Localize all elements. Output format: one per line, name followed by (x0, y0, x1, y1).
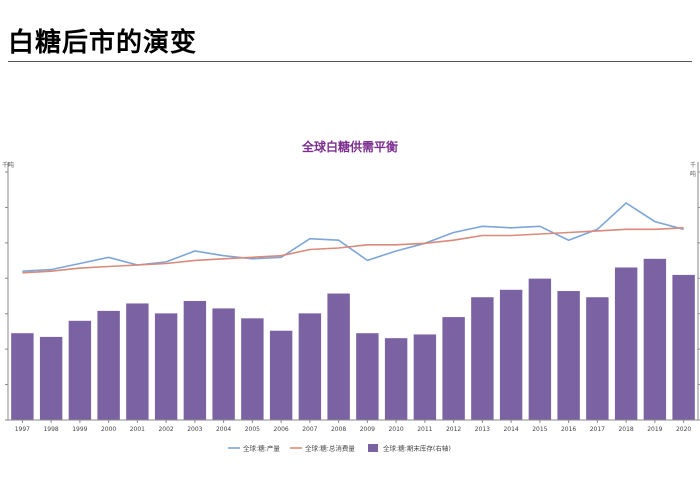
bar-inventory-2003 (183, 300, 207, 420)
x-tick-label-2019: 2019 (647, 426, 662, 433)
x-tick-label-2010: 2010 (388, 426, 403, 433)
x-tick-label-2001: 2001 (130, 426, 145, 433)
legend-item-inventory-label: 全球:糖:期末库存(右轴) (383, 444, 451, 453)
legend-item-consumption-label: 全球:糖:总消费量 (305, 444, 355, 453)
x-tick-label-1997: 1997 (15, 426, 30, 433)
line-consumption (22, 227, 684, 274)
x-tick-label-2003: 2003 (187, 426, 202, 433)
x-tick-label-2009: 2009 (360, 426, 375, 433)
x-tick-label-2004: 2004 (216, 426, 231, 433)
bar-inventory-2020 (672, 274, 695, 420)
x-tick-label-2000: 2000 (101, 426, 116, 433)
bar-inventory-2002 (154, 313, 178, 420)
right-axis-unit: 千吨 (690, 162, 697, 178)
x-tick-label-2018: 2018 (618, 426, 633, 433)
bar-inventory-2016 (557, 291, 580, 420)
bar-inventory-2010 (384, 338, 408, 420)
x-tick-label-2014: 2014 (503, 426, 518, 433)
bar-inventory-1997 (11, 333, 34, 420)
x-tick-label-2017: 2017 (590, 426, 605, 433)
bar-inventory-2007 (298, 313, 322, 420)
x-tick-label-2005: 2005 (245, 426, 260, 433)
bar-inventory-2001 (126, 303, 149, 420)
x-tick-label-2015: 2015 (532, 426, 547, 433)
bar-inventory-2005 (241, 318, 264, 420)
bar-inventory-1999 (68, 320, 92, 420)
bar-inventory-2012 (442, 317, 465, 420)
bar-inventory-2019 (643, 258, 667, 420)
bar-inventory-2004 (212, 308, 235, 420)
x-tick-label-2020: 2020 (676, 426, 691, 433)
x-tick-label-2011: 2011 (417, 426, 432, 433)
legend-item-inventory-swatch (368, 444, 378, 452)
x-tick-label-2006: 2006 (273, 426, 288, 433)
bar-inventory-2015 (528, 278, 552, 420)
page-title: 白糖后市的演变 (8, 28, 198, 58)
chart-title: 全球白糖供需平衡 (301, 140, 398, 154)
x-tick-label-1998: 1998 (43, 426, 58, 433)
bar-inventory-2014 (499, 289, 523, 420)
bar-inventory-1998 (39, 336, 63, 420)
bar-inventory-2009 (356, 333, 379, 420)
x-tick-label-2016: 2016 (561, 426, 576, 433)
x-tick-label-2007: 2007 (302, 426, 317, 433)
bar-inventory-2017 (586, 297, 609, 420)
bar-inventory-2013 (471, 297, 494, 420)
line-production (22, 201, 684, 272)
x-tick-label-2013: 2013 (475, 426, 490, 433)
x-tick-label-2008: 2008 (331, 426, 346, 433)
bar-inventory-2018 (614, 267, 638, 420)
bar-inventory-2006 (269, 330, 293, 420)
legend-item-production-label: 全球:糖:产量 (243, 444, 280, 453)
x-tick-label-1999: 1999 (72, 426, 87, 433)
x-tick-label-2002: 2002 (158, 426, 173, 433)
title-divider (8, 61, 692, 62)
bar-inventory-2011 (413, 334, 437, 420)
x-tick-label-2012: 2012 (446, 426, 461, 433)
bar-inventory-2000 (97, 310, 120, 420)
bar-inventory-2008 (327, 293, 350, 420)
